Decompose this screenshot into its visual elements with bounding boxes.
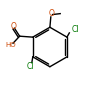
Text: Cl: Cl xyxy=(27,62,34,71)
Text: HO: HO xyxy=(5,42,16,48)
Text: O: O xyxy=(11,22,17,31)
Text: O: O xyxy=(48,9,54,18)
Text: Cl: Cl xyxy=(71,25,79,34)
